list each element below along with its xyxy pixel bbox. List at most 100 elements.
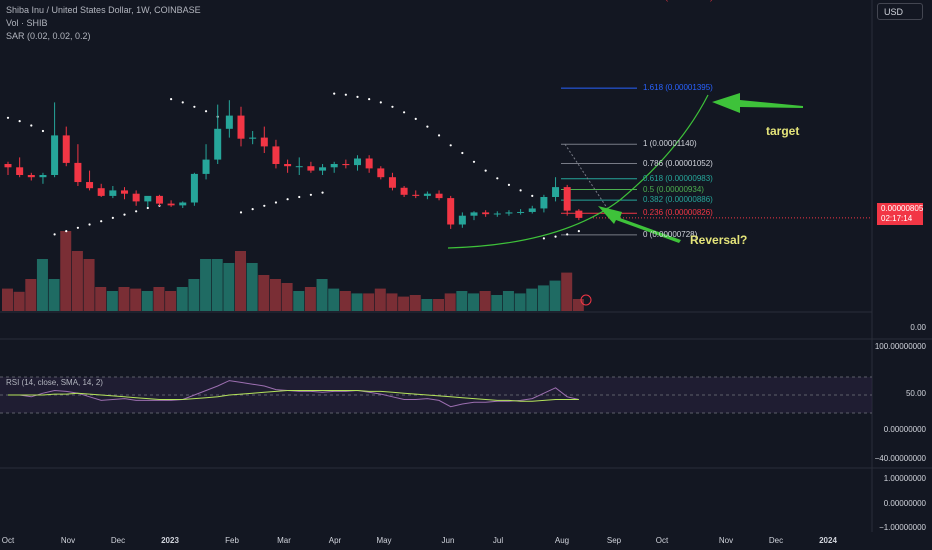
sar-dot xyxy=(286,198,289,201)
sar-dot xyxy=(309,193,312,196)
candle xyxy=(528,205,536,214)
candle xyxy=(458,212,466,228)
volume-bar xyxy=(211,259,223,311)
sar-dot xyxy=(274,201,278,204)
volume-bar xyxy=(200,259,212,311)
sar-dot xyxy=(239,211,243,214)
sar-dot xyxy=(461,151,464,155)
sar-dot xyxy=(100,220,103,223)
fib-level-label: 2.618 (0.00001806) xyxy=(643,0,713,2)
sar-dot xyxy=(507,183,511,186)
sar-dot xyxy=(484,169,487,172)
candle-body xyxy=(121,190,128,194)
candle xyxy=(39,172,47,184)
candle xyxy=(295,157,303,175)
candle-body xyxy=(365,158,373,169)
candle-body xyxy=(307,166,315,171)
volume-bar xyxy=(293,291,305,311)
candle xyxy=(272,139,280,169)
sar-dot xyxy=(193,105,196,108)
sub-axis-neg-one: −1.00000000 xyxy=(879,523,926,532)
price-candles xyxy=(4,100,583,229)
candle xyxy=(51,102,59,178)
candle-body xyxy=(272,146,280,164)
candle-body xyxy=(470,212,478,216)
volume-bar xyxy=(572,299,584,311)
candle-body xyxy=(563,187,571,211)
volume-bar xyxy=(374,288,386,311)
sar-dot xyxy=(263,204,266,207)
volume-bar xyxy=(386,293,398,311)
candle xyxy=(400,186,408,197)
time-axis-label: Jun xyxy=(441,536,455,545)
candle xyxy=(214,104,222,164)
volume-bar xyxy=(561,272,573,311)
currency-button[interactable]: USD xyxy=(877,3,923,20)
volume-bar xyxy=(409,295,421,311)
sar-dot xyxy=(414,117,417,120)
fib-level-label: 0.5 (0.00000934) xyxy=(643,184,704,194)
time-axis-label: Nov xyxy=(718,536,734,545)
candle xyxy=(354,155,361,171)
candle xyxy=(493,211,501,217)
sar-dot xyxy=(496,177,499,180)
candle xyxy=(190,172,198,206)
volume-bar xyxy=(398,296,410,311)
volume-bar xyxy=(269,279,281,311)
sar-dot xyxy=(379,101,382,104)
candle-body xyxy=(330,164,338,168)
candle-body xyxy=(260,137,268,147)
sar-dot xyxy=(146,206,149,210)
sar-dot xyxy=(65,230,68,233)
candle xyxy=(563,184,571,216)
candle xyxy=(540,194,548,213)
rsi-axis-mid: 50.00 xyxy=(905,389,926,398)
sar-dot xyxy=(344,93,347,96)
fib-level-label: 0.382 (0.00000886) xyxy=(643,195,713,205)
volume-bar xyxy=(188,279,200,311)
fib-level-label: 1 (0.00001140) xyxy=(643,139,697,149)
candle-body xyxy=(575,210,583,218)
candle-body xyxy=(400,187,408,195)
sar-dot xyxy=(76,226,79,229)
sar-dot xyxy=(111,216,114,219)
candle xyxy=(319,164,327,175)
candle-body xyxy=(482,212,490,215)
candle xyxy=(412,190,420,199)
sar-dot xyxy=(368,98,371,101)
candle-body xyxy=(225,115,233,129)
volume-bar xyxy=(363,293,375,311)
candle xyxy=(342,159,350,169)
volume-bar xyxy=(60,231,72,311)
candle xyxy=(97,183,105,197)
time-axis-label: Dec xyxy=(768,536,784,545)
rsi-axis-zero: 0.00000000 xyxy=(883,425,926,434)
volume-bar xyxy=(153,287,165,311)
candle-body xyxy=(447,198,455,225)
volume-bar xyxy=(95,287,107,311)
rsi-axis-neg: −40.00000000 xyxy=(874,454,926,463)
candle xyxy=(505,210,513,216)
candle-body xyxy=(493,213,501,215)
rsi-band xyxy=(0,377,872,413)
fib-level-label: 1.618 (0.00001395) xyxy=(643,83,713,93)
candle xyxy=(517,209,525,215)
volume-bar xyxy=(223,263,235,311)
user-drawings xyxy=(447,93,803,249)
volume-bar xyxy=(304,287,316,311)
candle xyxy=(179,201,187,208)
volume-bar xyxy=(468,293,479,311)
candle xyxy=(109,186,117,199)
candle xyxy=(121,187,128,200)
lightning-icon xyxy=(580,294,592,306)
candle-body xyxy=(435,193,443,199)
rsi-axis-top: 100.00000000 xyxy=(874,342,926,351)
candle xyxy=(86,170,94,191)
volume-bar xyxy=(13,291,25,311)
candle-body xyxy=(552,187,560,197)
candle xyxy=(330,161,338,173)
time-axis-label: Aug xyxy=(554,536,570,545)
parabolic-sar xyxy=(6,92,580,240)
volume-bar xyxy=(433,299,445,311)
